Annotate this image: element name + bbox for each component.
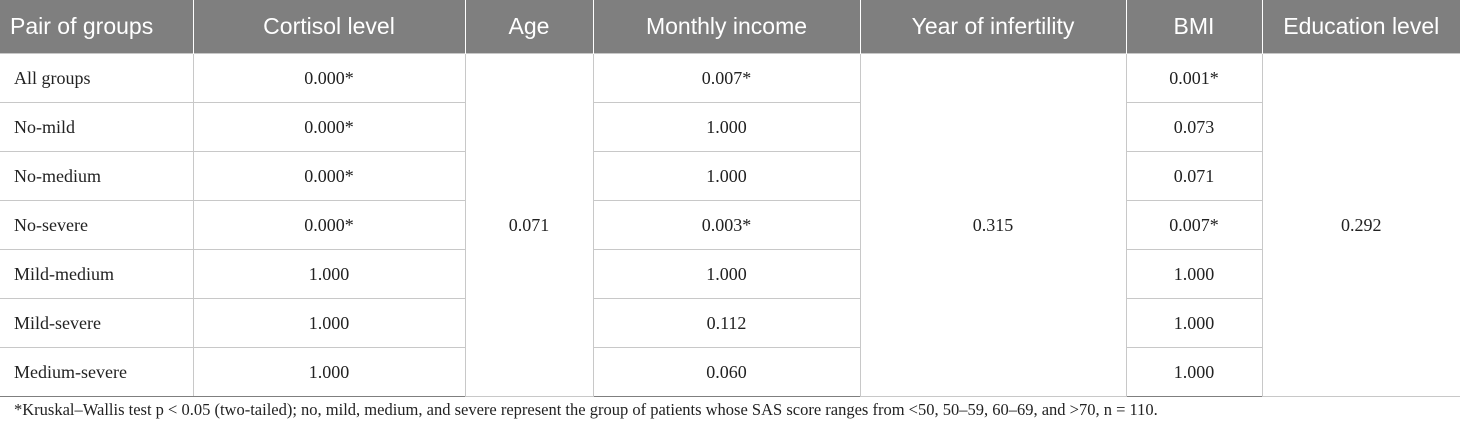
cell-bmi: 1.000 — [1125, 347, 1263, 397]
cell-cortisol: 0.000* — [192, 151, 466, 201]
header-cortisol-level: Cortisol level — [192, 0, 465, 54]
cell-bmi: 0.071 — [1125, 151, 1263, 201]
cell-income: 0.003* — [592, 200, 861, 250]
cell-cortisol: 0.000* — [192, 102, 466, 152]
comparison-table: Pair of groups Cortisol level Age Monthl… — [0, 0, 1460, 397]
cell-bmi: 0.001* — [1125, 53, 1263, 103]
table-row: No-medium 0.000* 1.000 0.071 — [0, 151, 1460, 201]
table-row: Medium-severe 1.000 0.060 1.000 — [0, 347, 1460, 397]
header-pair-of-groups: Pair of groups — [0, 0, 193, 54]
cell-cortisol: 1.000 — [192, 298, 466, 348]
cell-pair: Mild-medium — [0, 249, 194, 299]
cell-bmi: 1.000 — [1125, 298, 1263, 348]
table-row: Mild-medium 1.000 1.000 1.000 — [0, 249, 1460, 299]
table-row: No-mild 0.000* 1.000 0.073 — [0, 102, 1460, 152]
cell-bmi: 1.000 — [1125, 249, 1263, 299]
table-row: No-severe 0.000* 0.003* 0.007* — [0, 200, 1460, 250]
header-row: Pair of groups Cortisol level Age Monthl… — [0, 0, 1460, 54]
cell-pair: Medium-severe — [0, 347, 194, 397]
cell-pair: No-mild — [0, 102, 194, 152]
header-monthly-income: Monthly income — [592, 0, 860, 54]
cell-cortisol: 1.000 — [192, 249, 466, 299]
table-row: Mild-severe 1.000 0.112 1.000 — [0, 298, 1460, 348]
table-footnote: *Kruskal–Wallis test p < 0.05 (two-taile… — [14, 400, 1158, 419]
cell-income: 1.000 — [592, 151, 861, 201]
cell-pair: No-medium — [0, 151, 194, 201]
cell-income: 0.060 — [592, 347, 861, 397]
cell-education-merged: 0.292 — [1261, 53, 1460, 397]
cell-cortisol: 0.000* — [192, 200, 466, 250]
cell-pair: No-severe — [0, 200, 194, 250]
header-age: Age — [464, 0, 593, 54]
cell-pair: All groups — [0, 53, 194, 103]
cell-bmi: 0.073 — [1125, 102, 1263, 152]
cell-income: 0.007* — [592, 53, 861, 103]
cell-age-merged: 0.071 — [464, 53, 594, 397]
cell-infertility-merged: 0.315 — [859, 53, 1127, 397]
cell-income: 1.000 — [592, 249, 861, 299]
cell-income: 0.112 — [592, 298, 861, 348]
cell-pair: Mild-severe — [0, 298, 194, 348]
header-bmi: BMI — [1125, 0, 1262, 54]
header-year-of-infertility: Year of infertility — [859, 0, 1126, 54]
header-education-level: Education level — [1261, 0, 1460, 54]
cell-cortisol: 1.000 — [192, 347, 466, 397]
cell-bmi: 0.007* — [1125, 200, 1263, 250]
cell-income: 1.000 — [592, 102, 861, 152]
table-row: All groups 0.000* 0.071 0.007* 0.315 0.0… — [0, 53, 1460, 397]
cell-cortisol: 0.000* — [192, 53, 466, 103]
